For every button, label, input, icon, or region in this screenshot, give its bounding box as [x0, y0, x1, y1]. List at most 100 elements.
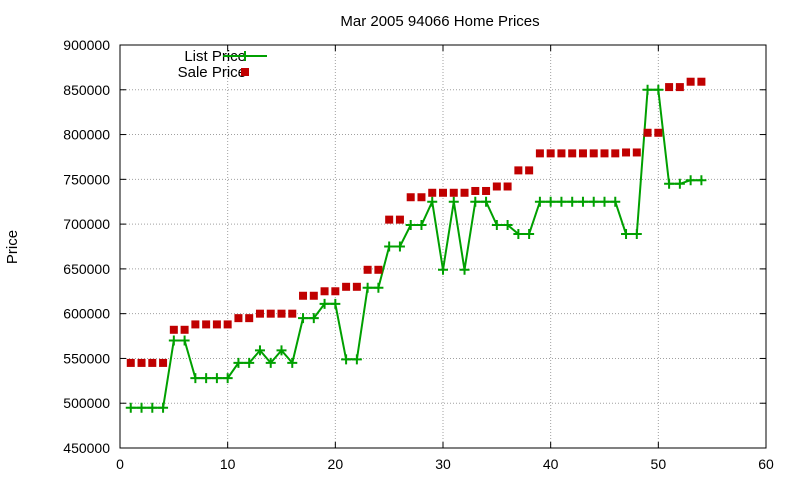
- x-tick-label: 50: [651, 456, 667, 472]
- sale-price-point: [309, 291, 318, 300]
- list-price-point: [394, 241, 405, 252]
- list-price-point: [653, 84, 664, 95]
- list-price-point: [179, 335, 190, 346]
- list-price-point: [190, 373, 201, 384]
- y-tick-label: 750000: [63, 171, 110, 187]
- sale-price-point: [406, 193, 415, 202]
- list-price-point: [588, 196, 599, 207]
- sale-price-point: [363, 265, 372, 274]
- list-price-point: [211, 373, 222, 384]
- sale-price-point: [245, 314, 254, 323]
- sale-price-point: [137, 358, 146, 367]
- sale-price-point: [169, 325, 178, 334]
- list-price-point: [351, 354, 362, 365]
- list-price-point: [502, 220, 513, 231]
- list-price-point: [373, 282, 384, 293]
- sale-price-point: [503, 182, 512, 191]
- grid: [120, 45, 766, 448]
- y-tick-label: 450000: [63, 440, 110, 456]
- list-price-point: [405, 220, 416, 231]
- list-price-point: [158, 402, 169, 413]
- list-price-point: [125, 402, 136, 413]
- y-tick-label: 550000: [63, 350, 110, 366]
- sale-price-point: [417, 193, 426, 202]
- list-price-point: [147, 402, 158, 413]
- list-price-point: [664, 178, 675, 189]
- x-tick-label: 0: [116, 456, 124, 472]
- x-tick-label: 20: [328, 456, 344, 472]
- x-tick-label: 60: [758, 456, 774, 472]
- list-price-point: [384, 241, 395, 252]
- sale-price-point: [665, 83, 674, 92]
- sale-price-point: [180, 325, 189, 334]
- list-price-point: [265, 357, 276, 368]
- y-tick-label: 800000: [63, 127, 110, 143]
- list-price-point: [201, 373, 212, 384]
- list-price-point: [136, 402, 147, 413]
- sale-price-point: [589, 149, 598, 158]
- sale-price-point: [622, 148, 631, 157]
- sale-price-point: [449, 188, 458, 197]
- y-axis-label: Price: [4, 230, 21, 264]
- sale-price-series: [126, 77, 706, 367]
- sale-price-point: [697, 77, 706, 86]
- sale-price-point: [223, 320, 232, 329]
- list-price-point: [513, 228, 524, 239]
- list-price-point: [599, 196, 610, 207]
- list-price-point: [674, 178, 685, 189]
- list-price-point: [427, 196, 438, 207]
- sale-price-point: [492, 182, 501, 191]
- list-price-legend-marker: [240, 51, 250, 61]
- plot-frame: [119, 44, 767, 449]
- sale-price-point: [675, 83, 684, 92]
- list-price-point: [254, 345, 265, 356]
- sale-price-point: [557, 149, 566, 158]
- list-price-point: [459, 264, 470, 275]
- sale-price-point: [234, 314, 243, 323]
- sale-price-legend-marker: [241, 68, 249, 76]
- list-price-point: [298, 313, 309, 324]
- sale-price-point: [600, 149, 609, 158]
- list-price-point: [470, 196, 481, 207]
- list-price-point: [448, 196, 459, 207]
- list-price-point: [631, 228, 642, 239]
- sale-price-point: [255, 309, 264, 318]
- list-price-point: [642, 84, 653, 95]
- list-price-point: [556, 196, 567, 207]
- chart-title: Mar 2005 94066 Home Prices: [340, 13, 539, 30]
- sale-price-point: [288, 309, 297, 318]
- sale-price-point: [654, 128, 663, 137]
- sale-price-point: [428, 188, 437, 197]
- sale-price-point: [277, 309, 286, 318]
- y-tick-label: 850000: [63, 82, 110, 98]
- list-price-point: [577, 196, 588, 207]
- sale-price-point: [148, 358, 157, 367]
- list-price-point: [233, 357, 244, 368]
- sale-price-point: [374, 265, 383, 274]
- sale-price-point: [460, 188, 469, 197]
- y-tick-label: 650000: [63, 261, 110, 277]
- sale-price-point: [342, 282, 351, 291]
- list-price-point: [524, 228, 535, 239]
- sale-price-point: [471, 186, 480, 195]
- sale-price-point: [546, 149, 555, 158]
- sale-price-point: [159, 358, 168, 367]
- list-price-point: [567, 196, 578, 207]
- sale-price-point: [202, 320, 211, 329]
- list-price-point: [330, 298, 341, 309]
- sale-price-point: [395, 215, 404, 224]
- sale-price-point: [482, 186, 491, 195]
- x-tick-label: 40: [543, 456, 559, 472]
- list-price-point: [362, 282, 373, 293]
- sale-price-point: [611, 149, 620, 158]
- sale-price-point: [191, 320, 200, 329]
- list-price-point: [696, 175, 707, 186]
- sale-price-point: [266, 309, 275, 318]
- y-tick-label: 600000: [63, 306, 110, 322]
- y-tick-label: 500000: [63, 395, 110, 411]
- sale-price-point: [439, 188, 447, 197]
- sale-price-point: [352, 282, 361, 291]
- sale-price-point: [525, 166, 534, 175]
- list-price-point: [438, 264, 448, 275]
